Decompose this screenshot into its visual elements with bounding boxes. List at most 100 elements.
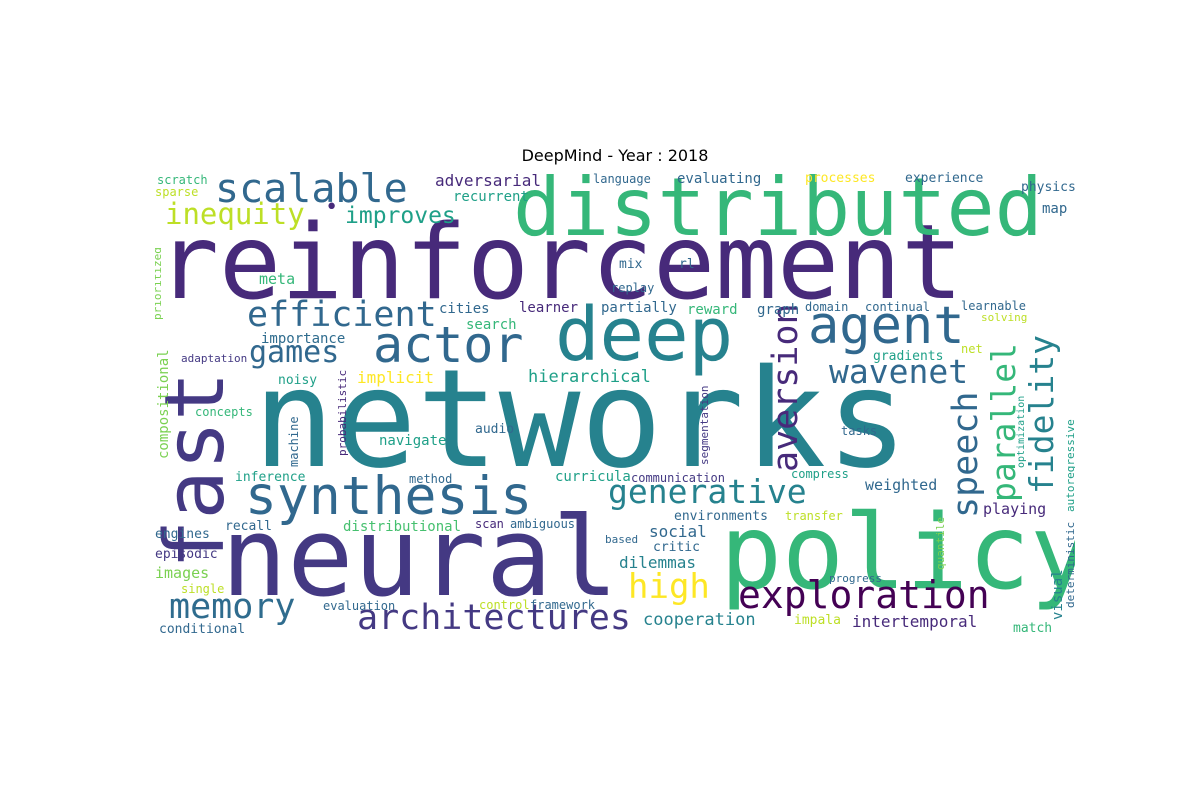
word-inequity: inequity <box>165 197 305 231</box>
word-physics: physics <box>1021 180 1075 195</box>
word-networks: networks <box>253 341 909 499</box>
word-critic: critic <box>653 540 700 555</box>
word-deep: deep <box>555 292 734 378</box>
word-images: images <box>155 564 210 582</box>
word-wavenet: wavenet <box>829 352 969 391</box>
word-reinforcement: reinforcement <box>157 203 964 323</box>
word-navigate: navigate <box>379 433 447 449</box>
word-match: match <box>1013 621 1053 634</box>
word-cooperation: cooperation <box>643 610 756 630</box>
word-recall: recall <box>225 519 272 534</box>
word-reward: reward <box>687 302 738 318</box>
word-scalable: scalable <box>215 172 408 212</box>
word-curricula: curricula <box>555 469 631 485</box>
word-map: map <box>1042 201 1068 217</box>
word-noisy: noisy <box>278 373 318 388</box>
word-efficient: efficient <box>247 295 437 335</box>
word-replay: replay <box>611 281 655 295</box>
word-compositional: compositional <box>156 349 172 459</box>
word-compress: compress <box>791 467 849 481</box>
word-hierarchical: hierarchical <box>528 367 651 387</box>
word-weighted: weighted <box>865 476 938 494</box>
word-distributed: distributed <box>513 172 1043 254</box>
word-single: single <box>181 582 225 596</box>
word-fidelity: fidelity <box>1022 335 1061 494</box>
word-implicit: implicit <box>357 368 435 387</box>
word-policy: policy <box>720 493 1075 613</box>
word-importance: importance <box>261 331 346 347</box>
word-solving: solving <box>981 311 1028 324</box>
word-autoregressive: autoregressive <box>1064 419 1075 512</box>
word-probabilistic: probabilistic <box>336 369 349 456</box>
word-conditional: conditional <box>159 622 246 634</box>
word-cities: cities <box>439 301 490 317</box>
chart-title: DeepMind - Year : 2018 <box>521 146 709 165</box>
word-adversarial: adversarial <box>435 172 541 190</box>
word-net: net <box>961 342 983 356</box>
word-audio: audio <box>475 422 515 437</box>
word-framework: framework <box>530 598 596 612</box>
word-environments: environments <box>674 509 768 524</box>
word-episodic: episodic <box>155 547 218 562</box>
word-optimization: optimization <box>1016 395 1027 468</box>
word-experience: experience <box>905 172 984 186</box>
word-learnable: learnable <box>961 299 1027 313</box>
word-partially: partially <box>601 300 677 316</box>
word-concepts: concepts <box>195 405 253 419</box>
word-meta: meta <box>259 270 296 288</box>
word-games: games <box>249 335 340 370</box>
word-generative: generative <box>608 472 807 511</box>
word-aversion: aversion <box>766 303 806 472</box>
word-playing: playing <box>983 500 1047 518</box>
word-language: language <box>593 172 651 186</box>
word-mix: mix <box>619 257 643 272</box>
word-method: method <box>409 472 453 486</box>
word-impala: impala <box>794 613 841 628</box>
word-transfer: transfer <box>785 509 843 523</box>
word-dilemmas: dilemmas <box>619 553 697 572</box>
word-high: high <box>628 567 710 607</box>
word-scratch: scratch <box>157 173 208 187</box>
word-ambiguous: ambiguous <box>510 517 576 531</box>
word-sparse: sparse <box>155 185 199 199</box>
word-quantile: quantile <box>934 517 947 570</box>
word-evaluation: evaluation <box>323 599 396 613</box>
word-tasks: tasks <box>841 424 878 438</box>
word-communication: communication <box>631 471 725 485</box>
dot-mark: • <box>760 172 773 182</box>
word-prioritized: prioritized <box>155 247 164 320</box>
word-graph: graph <box>757 302 800 318</box>
word-adaptation: adaptation <box>181 352 248 365</box>
word-distributional: distributional <box>343 519 462 535</box>
word-actor: actor <box>373 316 524 374</box>
word-based: based <box>605 533 639 546</box>
word-progress: progress <box>829 572 882 585</box>
word-search: search <box>466 317 517 333</box>
word-recurrent: recurrent <box>453 189 529 205</box>
word-inference: inference <box>235 470 306 485</box>
word-synthesis: synthesis <box>245 466 533 527</box>
word-intertemporal: intertemporal <box>852 612 978 631</box>
word-machine: machine <box>287 416 301 467</box>
dot-mark: • <box>325 195 339 220</box>
word-learner: learner <box>519 300 579 316</box>
word-evaluating: evaluating <box>677 172 762 187</box>
word-speech: speech <box>946 391 986 518</box>
word-agent: agent <box>808 296 965 356</box>
word-improves: improves <box>345 203 456 229</box>
word-architectures: architectures <box>357 598 631 635</box>
word-deterministic: deterministic <box>1064 521 1075 608</box>
word-rl: rl <box>679 257 695 272</box>
word-cloud: reinforcement networks neural policy dis… <box>155 172 1075 634</box>
word-exploration: exploration <box>738 573 990 617</box>
word-memory: memory <box>169 587 296 627</box>
word-neural: neural <box>221 493 619 621</box>
word-control: control <box>479 598 530 612</box>
word-segmentation: segmentation <box>698 385 711 465</box>
word-engines: engines <box>155 527 210 542</box>
word-continual: continual <box>865 300 931 314</box>
word-processes: processes <box>805 172 876 186</box>
word-social: social <box>649 522 707 541</box>
word-scan: scan <box>475 517 504 531</box>
word-visual: visual <box>1050 569 1066 620</box>
